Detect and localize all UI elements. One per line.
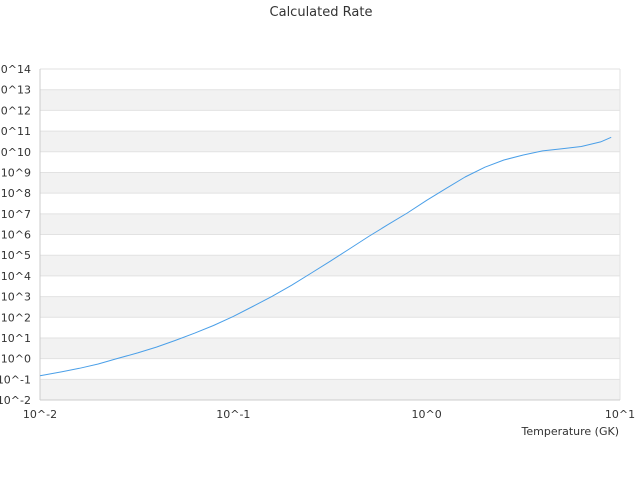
x-tick-label: 10^1 (605, 408, 635, 421)
grid-band (40, 131, 620, 152)
y-tick-label: 10^14 (0, 63, 31, 76)
y-tick-label: 10^9 (1, 166, 31, 179)
grid-band (40, 89, 620, 111)
chart-title: Calculated Rate (270, 5, 373, 20)
grid-band (40, 296, 620, 318)
y-tick-label: 10^2 (1, 311, 31, 324)
y-tick-labels: 10^-2 10^-1 10^0 10^1 10^2 10^3 10^4 10^5 10^6 10… (0, 63, 31, 407)
y-tick-label: 10^12 (0, 104, 31, 117)
x-tick-label: 10^0 (412, 408, 442, 421)
y-tick-label: 10^3 (1, 291, 31, 304)
grid-band (40, 337, 620, 359)
y-tick-label: 10^-1 (0, 373, 31, 386)
y-tick-label: 10^7 (1, 208, 31, 221)
y-tick-label: 10^0 (1, 353, 31, 366)
y-tick-label: 10^4 (1, 270, 31, 283)
series-group (39, 136, 612, 377)
grid-band (40, 213, 620, 235)
y-tick-label: 10^5 (1, 249, 31, 262)
grid-band (40, 255, 620, 276)
y-tick-label: 10^8 (1, 187, 31, 200)
plot-bands (40, 89, 620, 400)
x-axis-label: Temperature (GK) (521, 425, 620, 438)
x-tick-label: 10^-1 (216, 408, 250, 421)
grid-band (40, 172, 620, 194)
rate-series-line (39, 136, 612, 377)
x-tick-label: 10^-2 (23, 408, 57, 421)
grid-lines (39, 68, 621, 401)
y-tick-label: 10^1 (1, 332, 31, 345)
y-tick-label: 10^-2 (0, 394, 31, 407)
grid-band (40, 379, 620, 400)
y-tick-label: 10^6 (1, 229, 31, 242)
y-tick-label: 10^10 (0, 146, 31, 159)
y-tick-label: 10^13 (0, 84, 31, 97)
x-tick-labels: 10^-2 10^-1 10^0 10^1 (23, 408, 635, 421)
y-tick-label: 10^11 (0, 125, 31, 138)
